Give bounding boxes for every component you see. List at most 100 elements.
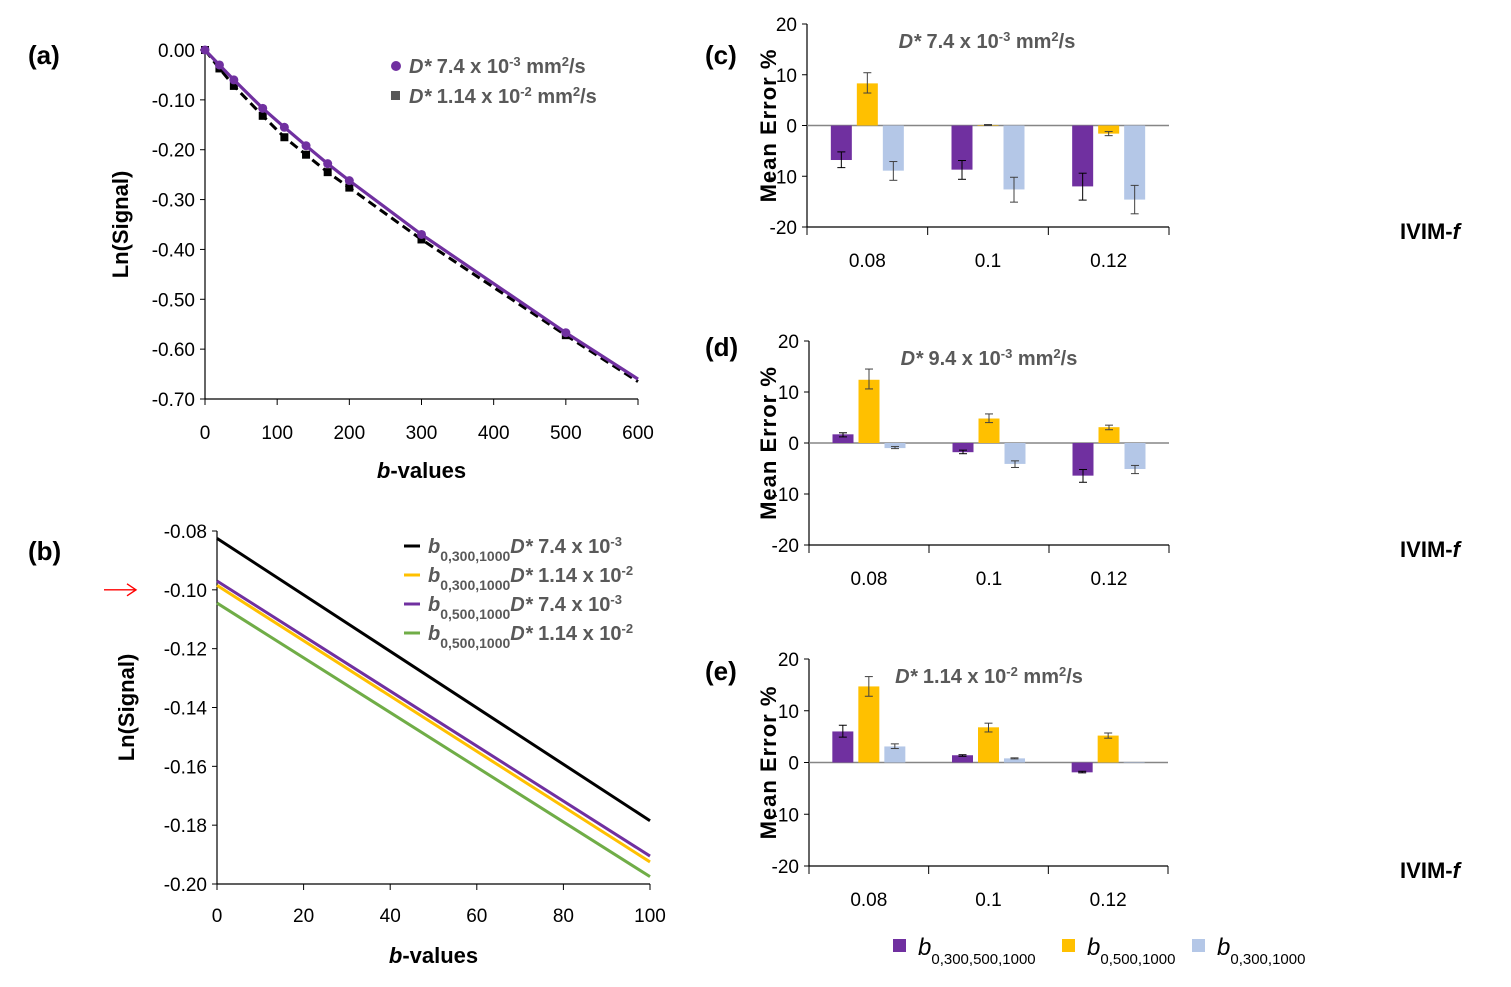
x-tick-label: 100 bbox=[261, 423, 293, 444]
x-tick-label: 100 bbox=[634, 906, 666, 927]
error-bar bbox=[1011, 460, 1019, 468]
text-span: b bbox=[428, 536, 440, 558]
y-tick-label: 10 bbox=[778, 383, 799, 404]
text-span: -2 bbox=[622, 563, 634, 578]
bar-yellow bbox=[1097, 735, 1119, 763]
legend-entry: b0,500,1000D* 1.14 x 10-2 bbox=[428, 621, 633, 652]
bar-yellow bbox=[1098, 125, 1120, 134]
y-tick-label: 20 bbox=[778, 332, 799, 353]
legend-entry: D* 1.14 x 10-2 mm2/s bbox=[409, 84, 597, 109]
text-span: IVIM- bbox=[1400, 537, 1453, 562]
text-span: b bbox=[389, 943, 402, 968]
error-bar bbox=[837, 151, 846, 169]
error-bar bbox=[958, 160, 966, 180]
error-bar bbox=[864, 676, 873, 697]
panel-label-a: (a) bbox=[28, 40, 60, 70]
text-span: 2 bbox=[1053, 346, 1060, 361]
chart-title: D* 9.4 x 10-3 mm2/s bbox=[901, 346, 1078, 371]
bar-purple bbox=[830, 125, 852, 161]
legend-a: D* 7.4 x 10-3 mm2/sD* 1.14 x 10-2 mm2/s bbox=[391, 54, 597, 109]
x-tick-label: 40 bbox=[380, 906, 401, 927]
text-span: 7.4 x 10 bbox=[921, 31, 999, 53]
text-span: b bbox=[1087, 934, 1100, 961]
legend-e: b0,300,500,1000 b0,500,1000 b0,300,1000 bbox=[893, 934, 1305, 968]
y-tick-label: 0 bbox=[786, 117, 797, 138]
y-tick-label: 0 bbox=[788, 754, 799, 775]
data-point-circle bbox=[200, 45, 210, 55]
text-span: /s bbox=[569, 56, 586, 78]
text-span: -3 bbox=[509, 54, 521, 69]
chart-title: D* 1.14 x 10-2 mm2/s bbox=[895, 664, 1083, 689]
series-line-purple bbox=[216, 579, 651, 858]
error-bar bbox=[984, 123, 992, 126]
y-tick-label: -10 bbox=[772, 485, 799, 506]
panel-c: (c) 20 10 0 -10 -20 0.08 0.1 0.12 D* 7.4 x 10-3 m… bbox=[705, 15, 1463, 272]
y-tick-label: -20 bbox=[772, 536, 799, 557]
x-tick-label: 60 bbox=[466, 906, 487, 927]
x-category-label: 0.12 bbox=[1091, 569, 1128, 590]
y-tick-label: -0.20 bbox=[164, 875, 207, 896]
y-tick-label: -0.30 bbox=[152, 191, 195, 212]
x-category-label: 0.08 bbox=[849, 251, 886, 272]
legend-swatch-yellow bbox=[1062, 939, 1075, 952]
text-span: b bbox=[377, 458, 390, 483]
series-line-green bbox=[216, 601, 651, 878]
text-span: D* bbox=[895, 666, 918, 688]
x-axis-title: IVIM-f bbox=[1400, 537, 1463, 562]
series-line-yellow bbox=[216, 584, 651, 864]
y-tick-label: -0.10 bbox=[152, 91, 195, 112]
text-span: 7.4 x 10 bbox=[533, 536, 611, 558]
x-category-label: 0.08 bbox=[851, 569, 888, 590]
y-tick-label: 10 bbox=[776, 66, 797, 87]
y-tick-label: -0.18 bbox=[164, 816, 207, 837]
bar-lightblue bbox=[1124, 443, 1146, 470]
y-axis-title: Ln(Signal) bbox=[114, 654, 139, 762]
text-span: f bbox=[1453, 858, 1463, 883]
bar-purple bbox=[832, 434, 854, 443]
series-line-black bbox=[216, 537, 651, 823]
y-tick-label: -0.16 bbox=[164, 757, 207, 778]
bar-yellow bbox=[856, 83, 878, 126]
text-span: D* bbox=[510, 536, 533, 558]
text-span: -2 bbox=[520, 84, 532, 99]
x-tick-label: 600 bbox=[622, 423, 654, 444]
data-point-circle bbox=[417, 229, 426, 239]
error-bar bbox=[984, 722, 993, 733]
data-point-circle bbox=[229, 75, 239, 85]
text-span: -2 bbox=[622, 621, 634, 636]
y-tick-label: -20 bbox=[772, 857, 799, 878]
text-span: 0,300,1000 bbox=[440, 577, 510, 593]
y-tick-label: -20 bbox=[770, 218, 797, 239]
legend-entry: b0,500,1000 bbox=[1087, 934, 1175, 968]
bar-purple bbox=[952, 443, 974, 453]
text-span: -2 bbox=[1006, 664, 1018, 679]
arrow-head bbox=[126, 583, 138, 597]
panel-d: (d) 20 10 0 -10 -20 0.08 0.1 0.12 D* 9.4 x 10-3 m… bbox=[705, 332, 1463, 590]
error-bar bbox=[1010, 176, 1018, 203]
text-span: mm bbox=[532, 86, 573, 108]
text-span: /s bbox=[1061, 348, 1078, 370]
bar-yellow bbox=[978, 418, 1000, 443]
red-arrow-annotation bbox=[104, 583, 138, 597]
x-category-label: 0.1 bbox=[975, 251, 1001, 272]
panel-b: (b) -0.08 -0.10 -0.12 -0.14 -0.16 -0.18 -0.200 2… bbox=[28, 522, 666, 968]
data-point-square bbox=[229, 81, 238, 90]
text-span: mm bbox=[1010, 31, 1051, 53]
legend-entry: b0,300,1000D* 7.4 x 10-3 bbox=[428, 534, 622, 565]
x-tick-label: 400 bbox=[478, 423, 510, 444]
y-tick-label: -0.20 bbox=[152, 141, 195, 162]
text-span: /s bbox=[580, 86, 597, 108]
bar-lightblue bbox=[1004, 758, 1025, 763]
text-span: -3 bbox=[999, 29, 1011, 44]
y-tick-label: 20 bbox=[776, 15, 797, 36]
legend-swatch-purple bbox=[893, 939, 906, 952]
x-tick-label: 500 bbox=[550, 423, 582, 444]
bar-purple bbox=[1071, 762, 1093, 773]
x-category-label: 0.12 bbox=[1090, 251, 1127, 272]
text-span: D* bbox=[409, 56, 432, 78]
bar-lightblue bbox=[1004, 443, 1026, 464]
text-span: b bbox=[428, 623, 440, 645]
text-span: -3 bbox=[610, 592, 622, 607]
error-bar bbox=[1105, 424, 1113, 431]
x-axis-title: b-values bbox=[389, 943, 478, 968]
